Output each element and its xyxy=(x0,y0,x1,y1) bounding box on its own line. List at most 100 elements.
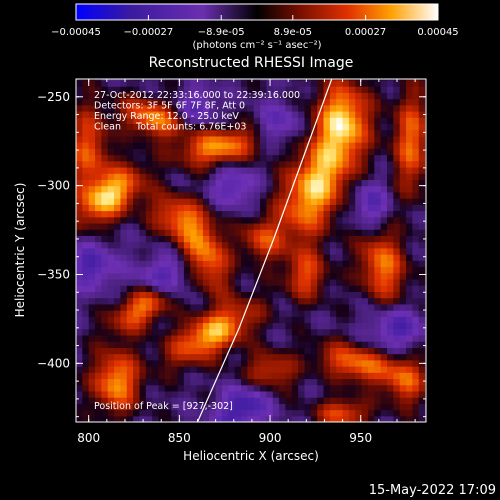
heatmap-cell xyxy=(247,229,255,236)
heatmap-cell xyxy=(145,366,153,373)
heatmap-cell xyxy=(82,260,90,268)
heatmap-cell xyxy=(272,278,280,286)
heatmap-cell xyxy=(260,278,268,286)
heatmap-cell xyxy=(209,229,217,236)
heatmap-cell xyxy=(272,179,280,187)
heatmap-cell xyxy=(399,104,407,112)
heatmap-cell xyxy=(228,191,236,199)
heatmap-cell xyxy=(374,403,382,411)
heatmap-cell xyxy=(158,378,166,386)
heatmap-cell xyxy=(399,247,407,255)
heatmap-cell xyxy=(209,117,217,125)
heatmap-cell xyxy=(266,104,274,112)
heatmap-cell xyxy=(291,117,299,125)
heatmap-cell xyxy=(367,229,375,236)
heatmap-cell xyxy=(177,216,185,224)
heatmap-cell xyxy=(298,254,306,261)
heatmap-cell xyxy=(412,191,420,199)
heatmap-cell xyxy=(183,247,191,255)
heatmap-cell xyxy=(101,409,109,417)
heatmap-cell xyxy=(393,403,401,411)
heatmap-cell xyxy=(133,92,141,100)
heatmap-cell xyxy=(114,173,122,181)
heatmap-cell xyxy=(177,272,185,280)
heatmap-cell xyxy=(387,222,394,230)
heatmap-cell xyxy=(323,129,331,137)
heatmap-cell xyxy=(266,254,274,261)
heatmap-cell xyxy=(209,359,217,367)
heatmap-cell xyxy=(418,278,426,286)
heatmap-cell xyxy=(380,79,388,81)
heatmap-cell xyxy=(183,272,191,280)
heatmap-cell xyxy=(387,129,394,137)
heatmap-cell xyxy=(234,372,242,380)
heatmap-cell xyxy=(114,129,122,137)
heatmap-cell xyxy=(367,160,375,168)
heatmap-cell xyxy=(342,135,350,143)
heatmap-cell xyxy=(418,204,426,212)
heatmap-cell xyxy=(310,366,318,373)
heatmap-cell xyxy=(387,241,394,249)
heatmap-cell xyxy=(202,210,210,218)
heatmap-cell xyxy=(247,260,255,268)
heatmap-cell xyxy=(260,359,268,367)
heatmap-cell xyxy=(361,229,369,236)
heatmap-cell xyxy=(336,310,344,317)
heatmap-cell xyxy=(374,185,382,193)
heatmap-cell xyxy=(393,110,401,118)
heatmap-cell xyxy=(412,260,420,268)
heatmap-cell xyxy=(406,285,413,292)
heatmap-cell xyxy=(158,179,166,187)
heatmap-cell xyxy=(114,210,122,218)
heatmap-cell xyxy=(107,173,115,181)
heatmap-cell xyxy=(367,166,375,174)
heatmap-cell xyxy=(279,310,287,317)
heatmap-cell xyxy=(164,359,172,367)
heatmap-cell xyxy=(253,390,261,398)
heatmap-cell xyxy=(266,278,274,286)
heatmap-cell xyxy=(412,104,420,112)
heatmap-cell xyxy=(272,359,280,367)
heatmap-cell xyxy=(202,79,210,81)
heatmap-cell xyxy=(291,347,299,355)
heatmap-cell xyxy=(374,415,382,422)
heatmap-cell xyxy=(196,222,204,230)
heatmap-cell xyxy=(323,210,331,218)
heatmap-cell xyxy=(76,148,83,156)
heatmap-cell xyxy=(336,160,344,168)
heatmap-cell xyxy=(336,328,344,336)
heatmap-cell xyxy=(234,272,242,280)
heatmap-cell xyxy=(215,384,223,392)
heatmap-cell xyxy=(145,372,153,380)
heatmap-cell xyxy=(183,341,191,348)
heatmap-cell xyxy=(367,278,375,286)
heatmap-cell xyxy=(190,366,198,373)
heatmap-cell xyxy=(183,79,191,87)
heatmap-cell xyxy=(418,241,426,249)
heatmap-cell xyxy=(145,266,153,274)
heatmap-cell xyxy=(336,278,344,286)
heatmap-cell xyxy=(76,222,83,230)
heatmap-cell xyxy=(367,123,375,131)
heatmap-cell xyxy=(95,185,102,193)
heatmap-cell xyxy=(190,390,198,398)
heatmap-cell xyxy=(164,104,172,112)
heatmap-cell xyxy=(95,135,102,143)
heatmap-cell xyxy=(253,210,261,218)
heatmap-cell xyxy=(234,179,242,187)
heatmap-cell xyxy=(114,142,122,149)
heatmap-cell xyxy=(336,123,344,131)
heatmap-cell xyxy=(202,254,210,261)
heatmap-cell xyxy=(88,154,96,162)
heatmap-cell xyxy=(164,204,172,212)
heatmap-cell xyxy=(329,366,337,373)
heatmap-cell xyxy=(323,285,331,292)
heatmap-cell xyxy=(412,254,420,261)
heatmap-cell xyxy=(266,160,274,168)
heatmap-cell xyxy=(133,291,141,299)
heatmap-cell xyxy=(76,378,83,386)
heatmap-cell xyxy=(88,142,96,149)
heatmap-cell xyxy=(114,222,122,230)
heatmap-cell xyxy=(95,366,102,373)
heatmap-cell xyxy=(310,415,318,422)
